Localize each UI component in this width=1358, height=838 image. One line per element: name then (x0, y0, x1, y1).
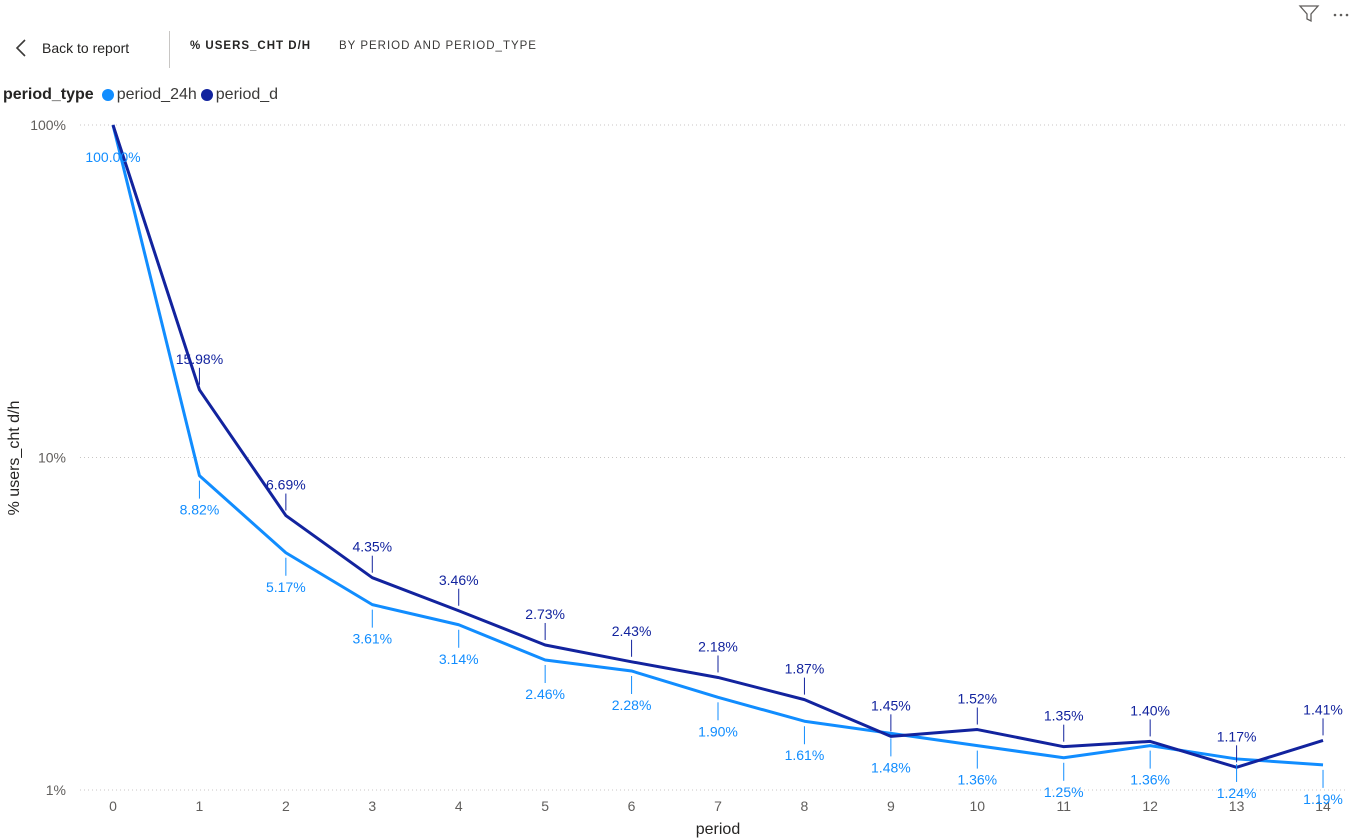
chart-title-measure: % USERS_CHT D/H (190, 40, 312, 52)
legend-title: period_type (3, 86, 94, 103)
series-line-period-24h (111, 124, 1324, 767)
filter-icon[interactable] (1298, 3, 1320, 23)
data-label-period-d: 15.98% (176, 351, 223, 367)
data-label-period-d: 2.43% (612, 623, 652, 639)
data-label-period-24h: 1.19% (1303, 791, 1343, 807)
data-label-period-d: 1.52% (957, 691, 997, 707)
data-label-period-24h: 5.17% (266, 579, 306, 595)
data-label-period-d: 1.17% (1217, 728, 1257, 744)
legend-marker-period-24h (101, 89, 114, 101)
chart-title-by: BY PERIOD AND PERIOD_TYPE (339, 40, 537, 52)
more-options-icon[interactable] (1332, 3, 1350, 23)
back-to-report-button[interactable]: Back to report (14, 34, 129, 62)
x-tick-label: 7 (714, 798, 722, 814)
legend-label-period-d: period_d (215, 86, 279, 103)
data-label-period-d: 1.87% (785, 661, 825, 677)
x-tick-label: 9 (887, 798, 895, 814)
x-tick-label: 3 (368, 798, 376, 814)
visual-header: Back to report % USERS_CHT D/H BY PERIOD… (0, 0, 1358, 72)
data-label-period-d: 6.69% (266, 477, 306, 493)
x-tick-label: 8 (801, 798, 809, 814)
header-divider (169, 31, 170, 68)
y-tick-label: 100% (30, 117, 66, 133)
x-tick-label: 6 (628, 798, 636, 814)
x-tick-label: 1 (196, 798, 204, 814)
data-label-period-24h: 2.46% (525, 686, 565, 702)
data-label-period-24h: 3.61% (352, 631, 392, 647)
x-tick-label: 10 (970, 798, 986, 814)
data-label-period-d: 2.73% (525, 606, 565, 622)
data-label-period-d: 1.45% (871, 697, 911, 713)
series-line-period-d (111, 124, 1324, 769)
x-axis-title: period (696, 821, 740, 838)
x-tick-label: 14 (1315, 798, 1331, 814)
y-axis-title: % users_cht d/h (6, 401, 23, 516)
x-tick-label: 5 (541, 798, 549, 814)
legend: period_type period_24h period_d (3, 86, 282, 104)
x-tick-label: 11 (1056, 798, 1071, 814)
data-label-period-d: 1.40% (1130, 702, 1170, 718)
x-tick-label: 0 (109, 798, 117, 814)
data-label-period-24h: 100.00% (85, 149, 140, 165)
data-label-period-24h: 1.25% (1044, 784, 1084, 800)
data-label-period-d: 1.35% (1044, 708, 1084, 724)
data-label-period-d: 3.46% (439, 572, 479, 588)
data-label-period-d: 4.35% (352, 539, 392, 555)
data-label-period-24h: 1.90% (698, 723, 738, 739)
legend-item-period-d[interactable]: period_d (200, 86, 279, 104)
data-label-period-24h: 1.48% (871, 759, 911, 775)
chevron-left-icon (15, 39, 26, 57)
data-label-period-24h: 2.28% (612, 697, 652, 713)
data-label-period-d: 1.41% (1303, 701, 1343, 717)
data-label-period-24h: 1.36% (957, 772, 997, 788)
data-label-period-24h: 1.36% (1130, 772, 1170, 788)
data-label-period-d: 2.18% (698, 638, 738, 654)
x-tick-label: 2 (282, 798, 290, 814)
legend-marker-period-d (200, 89, 213, 101)
data-label-period-24h: 1.61% (785, 747, 825, 763)
data-label-period-24h: 8.82% (180, 502, 220, 518)
back-to-report-label: Back to report (42, 40, 130, 56)
data-label-period-24h: 1.24% (1217, 785, 1257, 801)
legend-item-period-24h[interactable]: period_24h (101, 86, 197, 104)
x-tick-label: 4 (455, 798, 463, 814)
x-tick-label: 13 (1229, 798, 1245, 814)
legend-label-period-24h: period_24h (116, 86, 197, 103)
y-tick-label: 1% (46, 782, 66, 798)
x-tick-label: 12 (1142, 798, 1158, 814)
y-tick-label: 10% (38, 450, 66, 466)
data-label-period-24h: 3.14% (439, 651, 479, 667)
